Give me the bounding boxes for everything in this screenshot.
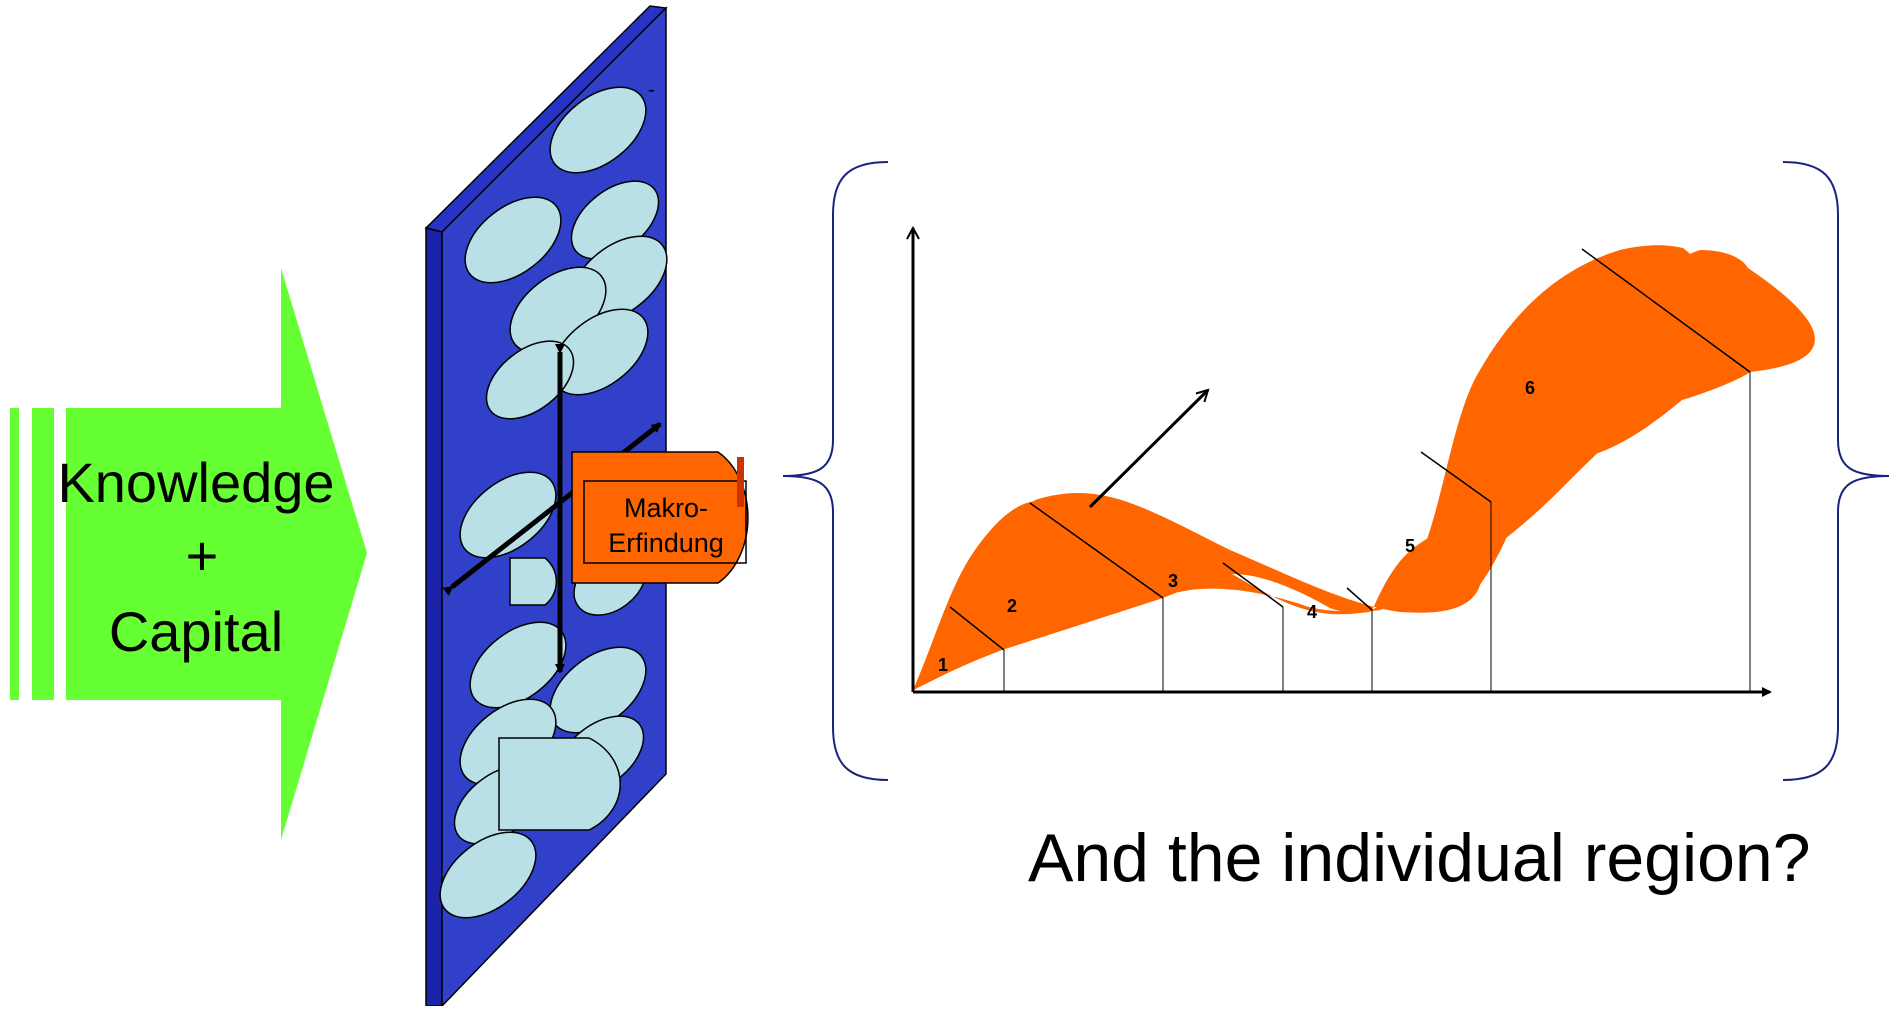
phase-separator	[1029, 502, 1164, 599]
macro-invention-body	[571, 451, 749, 584]
question-text: And the individual region?	[1028, 820, 1811, 896]
macro-invention-box	[583, 480, 747, 564]
phase-label-4: 4	[1307, 602, 1317, 622]
phase-label-6: 6	[1525, 378, 1535, 398]
cluster-ellipse	[439, 831, 537, 919]
arrow-stripe	[32, 408, 54, 700]
half-disc-shape	[498, 737, 621, 831]
diagonal-double-arrow	[442, 422, 662, 596]
phase-droplines	[1003, 372, 1751, 692]
phase-separator	[949, 606, 1005, 651]
arrow-body	[66, 268, 367, 840]
phase-separator	[1581, 248, 1751, 373]
macro-invention-shape: Makro- Erfindung	[571, 451, 749, 584]
technology-panel: -	[424, 5, 749, 1008]
arrow-label-plus: +	[186, 524, 219, 587]
panel-axes	[442, 344, 662, 674]
panel-side-face	[425, 227, 443, 1007]
phase-label-3: 3	[1168, 571, 1178, 591]
phase-curve-band-main	[913, 245, 1748, 690]
panel-dash: -	[648, 79, 655, 101]
cluster-ellipse	[464, 196, 562, 284]
input-arrow: Knowledge + Capital	[10, 268, 367, 840]
macro-invention-label-2: Erfindung	[608, 528, 724, 558]
phase-separator	[1222, 562, 1284, 608]
cluster-ellipse	[485, 340, 575, 420]
phase-label-1: 1	[938, 655, 948, 675]
macro-invention-marker	[737, 457, 744, 507]
cluster-ellipse	[549, 86, 647, 174]
phase-curve-chart: 1 2 3 4 5 6	[913, 228, 1815, 697]
left-brace	[782, 161, 889, 781]
phase-label-2: 2	[1007, 596, 1017, 616]
phase-separators	[949, 248, 1751, 651]
arrow-label-capital: Capital	[109, 600, 283, 663]
phase-label-5: 5	[1405, 536, 1415, 556]
arrow-stripe	[10, 408, 19, 700]
macro-invention-label-1: Makro-	[624, 493, 708, 523]
arrow-label-knowledge: Knowledge	[57, 451, 334, 514]
half-disc-shape	[509, 557, 558, 606]
phase-separator	[1420, 451, 1492, 503]
right-brace	[1782, 161, 1889, 781]
growth-arrow	[1088, 390, 1208, 509]
phase-separator	[1346, 587, 1373, 611]
